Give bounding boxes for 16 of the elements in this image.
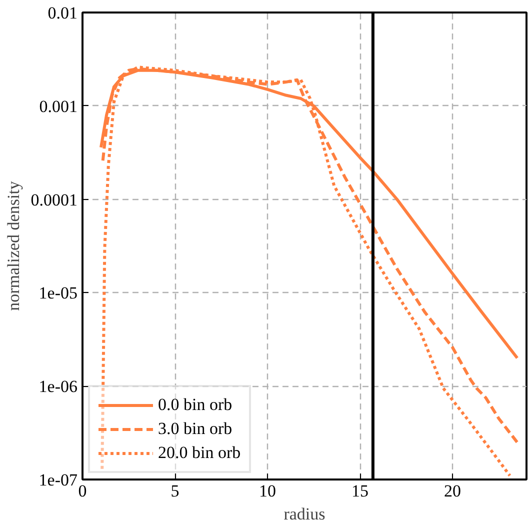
x-axis-title: radius bbox=[284, 504, 326, 524]
legend-label: 3.0 bin orb bbox=[158, 419, 232, 439]
x-tick-label: 0 bbox=[78, 482, 87, 500]
x-tick-label: 20 bbox=[444, 482, 461, 500]
y-tick-label: 0.0001 bbox=[30, 190, 78, 210]
y-tick-label: 1e-07 bbox=[38, 470, 78, 490]
x-tick-label: 10 bbox=[259, 482, 276, 500]
y-tick-label: 1e-06 bbox=[38, 377, 78, 396]
legend-label: 20.0 bin orb bbox=[158, 443, 241, 463]
y-tick-label: 0.01 bbox=[48, 4, 78, 22]
x-tick-label: 5 bbox=[170, 482, 180, 500]
legend-label: 0.0 bin orb bbox=[158, 395, 232, 415]
x-tick-label: 15 bbox=[352, 482, 368, 500]
y-axis-title: normalized density bbox=[4, 180, 23, 311]
y-tick-label: 0.001 bbox=[39, 96, 78, 116]
y-tick-label: 1e-05 bbox=[38, 284, 78, 303]
